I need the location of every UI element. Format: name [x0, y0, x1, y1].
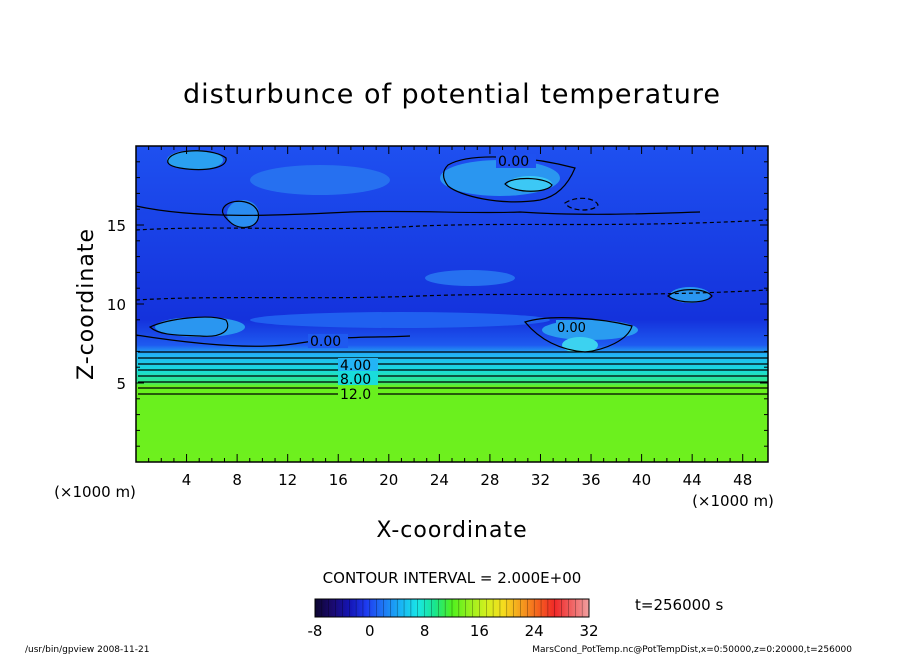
x-tick-label: 40: [632, 471, 651, 489]
colorbar-lines: [314, 599, 590, 617]
contour-line: [167, 150, 227, 171]
patch: [425, 270, 515, 286]
y-tick-label: 15: [107, 217, 126, 235]
x-tick-label: 36: [581, 471, 600, 489]
patch: [167, 150, 223, 170]
contour-label: 4.00: [340, 358, 371, 374]
contour-label: 0.00: [498, 154, 529, 170]
y-tick-label: 10: [107, 296, 126, 314]
x-tick-label: 4: [182, 471, 192, 489]
colorbar-tick-label: -8: [308, 622, 323, 640]
contour-line: [135, 289, 769, 301]
contour-line: [148, 316, 229, 337]
y-axis: 5 10 15: [107, 161, 768, 447]
time-text: t=256000 s: [635, 596, 723, 614]
contour-label: 0.00: [310, 334, 341, 350]
y-axis-label: Z-coordinate: [74, 228, 99, 380]
x-tick-label: 44: [683, 471, 702, 489]
contour-line: [135, 205, 701, 216]
upper-patches: [155, 150, 710, 353]
x-tick-label: 16: [329, 471, 348, 489]
contour-line: [504, 177, 553, 192]
field-background: [136, 146, 768, 462]
footer-right: MarsCond_PotTemp.nc@PotTempDist,x=0:5000…: [532, 645, 852, 654]
colorbar-tick-label: 0: [365, 622, 375, 640]
x-axis-label: X-coordinate: [376, 518, 527, 543]
x-tick-label: 32: [531, 471, 550, 489]
patch: [250, 312, 550, 328]
contour-interval-text: CONTOUR INTERVAL = 2.000E+00: [323, 569, 582, 587]
contour-labels: 0.00 0.00 0.00 4.00 8.00 12.0: [308, 154, 592, 403]
contour-line: [135, 219, 769, 231]
x-tick-label: 24: [430, 471, 449, 489]
x-tick-label: 20: [379, 471, 398, 489]
x-tick-label: 48: [733, 471, 752, 489]
colorbar-tick-label: 16: [470, 622, 489, 640]
contour-line: [564, 197, 599, 211]
x-tick-label: 12: [278, 471, 297, 489]
colorbar: -8 0 8 16 24 32: [308, 598, 599, 640]
colorbar-tick-label: 24: [525, 622, 544, 640]
patch: [250, 165, 390, 195]
x-tick-label: 8: [232, 471, 242, 489]
patch: [562, 337, 598, 353]
contour-line: [221, 200, 259, 229]
x-unit-label: (×1000 m): [692, 492, 774, 510]
footer-left: /usr/bin/gpview 2008-11-21: [25, 645, 149, 654]
colorbar-tick-label: 8: [420, 622, 430, 640]
patch: [227, 200, 259, 228]
contour-label: 8.00: [340, 372, 371, 388]
y-tick-label: 5: [116, 375, 126, 393]
contour-label: 0.00: [557, 321, 586, 336]
z-unit-label: (×1000 m): [54, 483, 136, 501]
contour-line: [666, 289, 713, 303]
colorbar-tick-label: 32: [579, 622, 598, 640]
chart-title: disturbunce of potential temperature: [183, 79, 721, 110]
plot-area: 0.00 0.00 0.00 4.00 8.00 12.0: [135, 145, 769, 463]
x-axis: 4 8 12 16 20 24 28 32 36 40 44 48: [148, 146, 756, 489]
contour-line: [523, 317, 633, 353]
contour-line: [135, 334, 411, 347]
colorbar-ticks: -8 0 8 16 24 32: [308, 622, 599, 640]
x-tick-label: 28: [480, 471, 499, 489]
contour-label: 12.0: [340, 387, 371, 403]
patch: [155, 317, 245, 337]
contour-lines: [135, 150, 769, 395]
